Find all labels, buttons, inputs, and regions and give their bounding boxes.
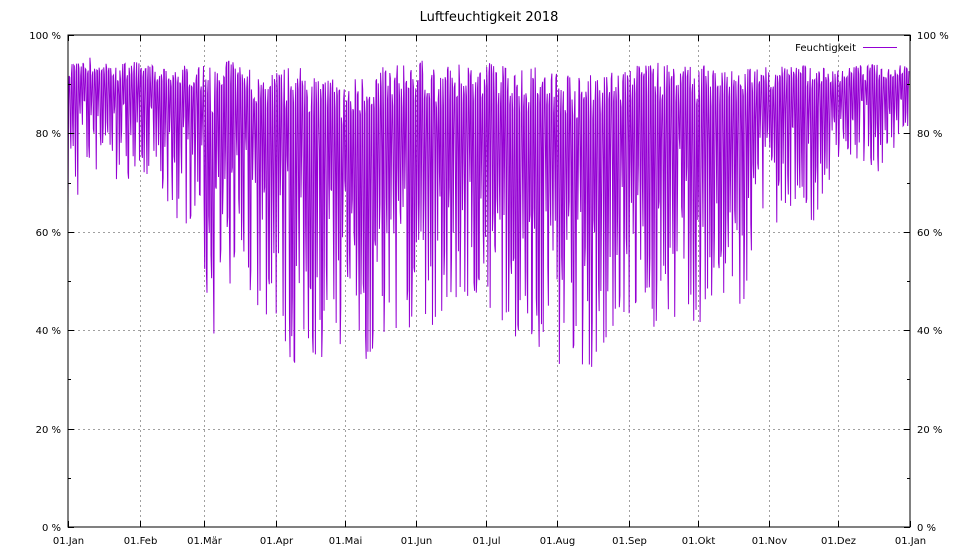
y-tick-label-left-0: 0 %	[42, 523, 61, 534]
y-tick-label-left-5: 100 %	[29, 31, 61, 42]
x-tick-label-9: 01.Okt	[682, 536, 716, 547]
x-tick-label-11: 01.Dez	[821, 536, 856, 547]
x-tick-label-2: 01.Mär	[187, 536, 223, 547]
axis-ticks: 0 % 0 % 20 % 20 % 40 % 40 % 60 % 60 % 80 % 80 % 10…	[29, 31, 949, 547]
x-tick-label-1: 01.Feb	[124, 536, 158, 547]
legend-label-humidity: Feuchtigkeit	[795, 43, 856, 54]
y-tick-label-right-1: 20 %	[917, 425, 942, 436]
chart-title: Luftfeuchtigkeit 2018	[420, 10, 559, 25]
series-line-humidity	[67, 57, 910, 367]
x-tick-label-10: 01.Nov	[752, 536, 788, 547]
x-tick-label-4: 01.Mai	[329, 536, 362, 547]
humidity-series	[67, 57, 910, 367]
y-tick-label-right-0: 0 %	[917, 523, 936, 534]
x-tick-label-5: 01.Jun	[401, 536, 433, 547]
x-tick-label-3: 01.Apr	[260, 536, 294, 547]
y-tick-label-left-3: 60 %	[36, 228, 61, 239]
y-tick-label-right-2: 40 %	[917, 326, 942, 337]
y-tick-label-left-2: 40 %	[36, 326, 61, 337]
x-tick-label-7: 01.Aug	[540, 536, 575, 547]
y-tick-label-right-5: 100 %	[917, 31, 949, 42]
x-tick-label-8: 01.Sep	[612, 536, 647, 547]
y-tick-label-left-4: 80 %	[36, 129, 61, 140]
x-tick-label-12: 01.Jan	[895, 536, 926, 547]
y-tick-label-left-1: 20 %	[36, 425, 61, 436]
x-tick-label-0: 01.Jan	[53, 536, 84, 547]
y-tick-label-right-4: 80 %	[917, 129, 942, 140]
y-tick-label-right-3: 60 %	[917, 228, 942, 239]
legend: Feuchtigkeit	[795, 43, 897, 54]
x-tick-label-6: 01.Jul	[473, 536, 501, 547]
